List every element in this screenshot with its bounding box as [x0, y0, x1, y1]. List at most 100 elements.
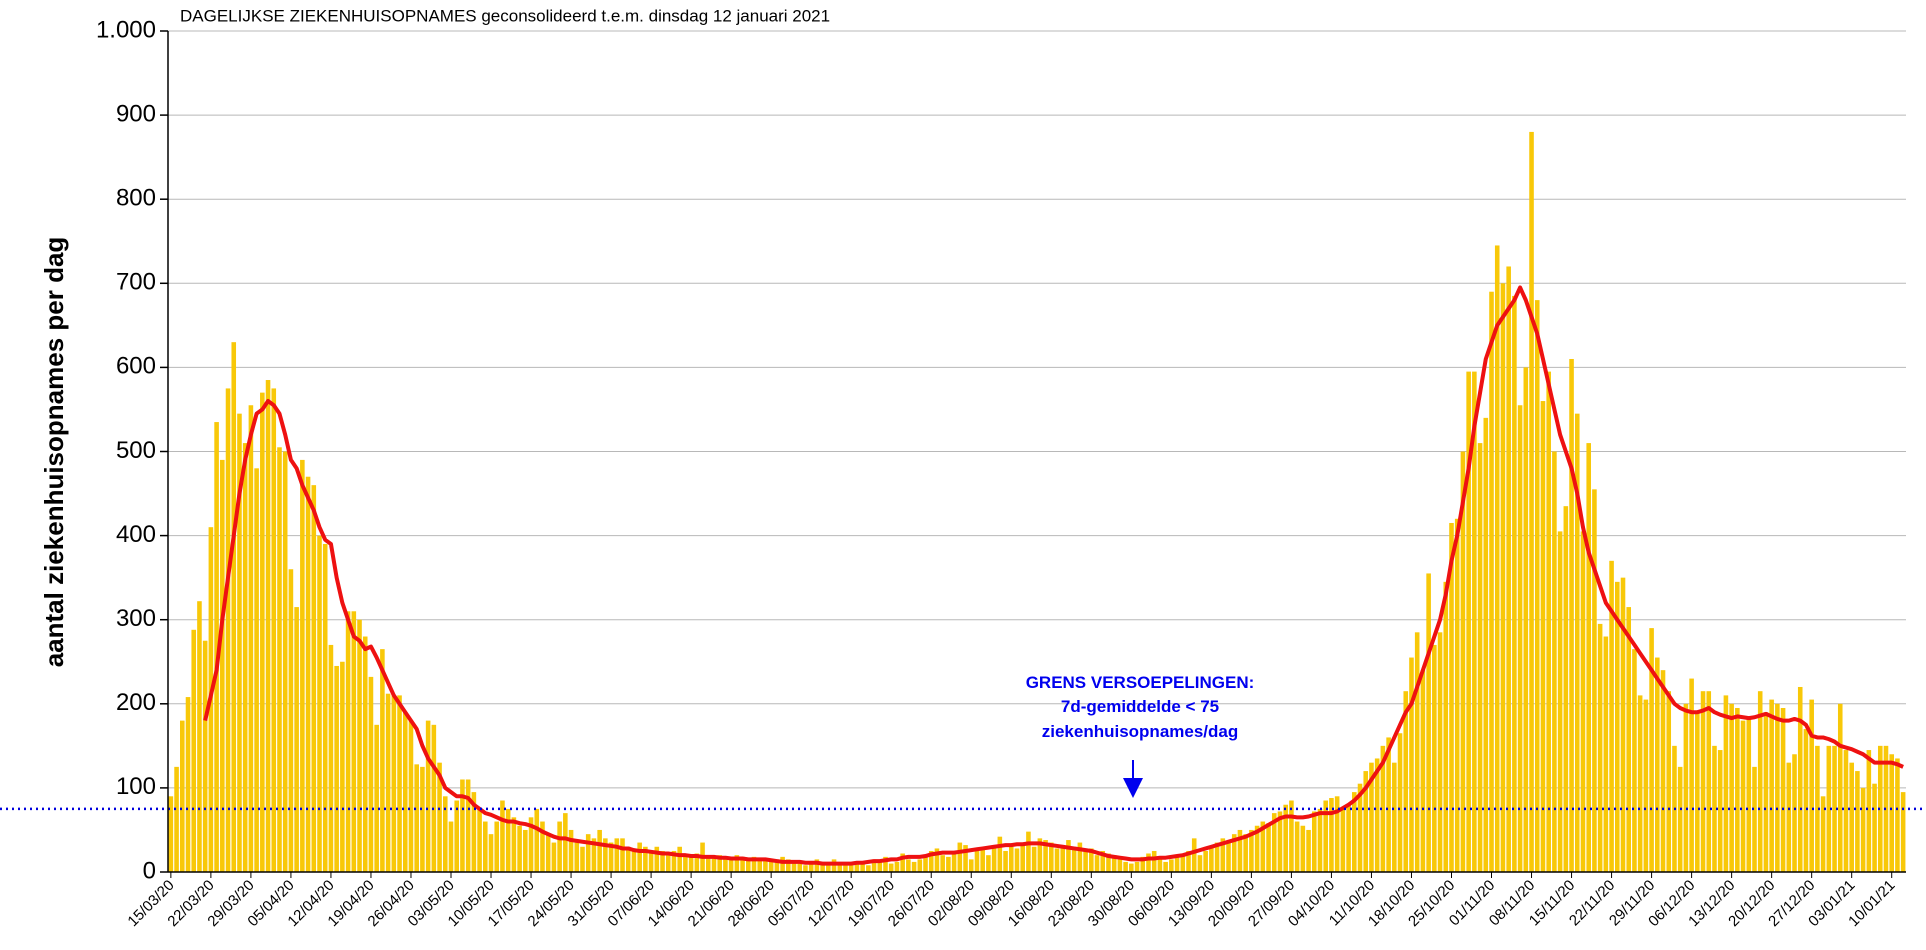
bar [1483, 417, 1489, 872]
bar [968, 859, 974, 872]
bar [1100, 850, 1106, 872]
bar [237, 413, 242, 872]
bar [362, 636, 368, 872]
bar [974, 850, 980, 872]
bar [1815, 745, 1820, 872]
bar [1386, 737, 1391, 872]
bar [1346, 804, 1351, 872]
bar [820, 861, 825, 872]
bar [797, 863, 803, 872]
bar [1249, 829, 1254, 872]
bar [1231, 834, 1237, 872]
bar [1357, 783, 1363, 872]
bar [402, 712, 408, 872]
bar [1586, 443, 1591, 872]
bar [1529, 131, 1534, 873]
bar [1626, 607, 1632, 872]
bar [1706, 691, 1712, 872]
bar [986, 855, 991, 872]
bar [1552, 451, 1557, 872]
bar [1363, 771, 1369, 872]
bar [803, 865, 808, 872]
bar [1512, 295, 1517, 872]
bar [774, 859, 780, 872]
bar [677, 846, 682, 872]
bar [1123, 861, 1128, 872]
bar [1666, 691, 1672, 872]
bar [1506, 266, 1511, 873]
bar [791, 861, 797, 872]
bar [837, 863, 843, 872]
bar [1849, 762, 1854, 872]
bar [1163, 861, 1168, 872]
bar [357, 619, 362, 872]
bar [260, 392, 265, 872]
bar [757, 859, 763, 872]
bar [197, 601, 202, 872]
bar [380, 649, 385, 872]
bar [654, 846, 660, 872]
bar [745, 859, 751, 872]
y-tick-label: 400 [116, 521, 156, 548]
bar [1563, 506, 1569, 872]
bar [694, 853, 700, 872]
bar [1855, 771, 1860, 872]
bar [168, 796, 174, 872]
bar [1071, 846, 1077, 872]
bar [951, 853, 957, 872]
bar [1220, 838, 1226, 872]
bar [340, 661, 345, 872]
chart-title: DAGELIJKSE ZIEKENHUISOPNAMES geconsolide… [180, 6, 830, 25]
bar [946, 856, 951, 872]
bar [1020, 842, 1025, 872]
bar [305, 476, 311, 872]
bar [1140, 856, 1146, 872]
bar [1809, 699, 1814, 872]
bar [277, 447, 282, 872]
bar [597, 829, 602, 872]
bar [1380, 745, 1386, 872]
y-tick-label: 800 [116, 185, 156, 212]
bar [826, 863, 831, 872]
bar [1277, 811, 1283, 872]
bar [488, 834, 494, 872]
bar [1717, 750, 1723, 872]
bar [494, 821, 500, 872]
bar [717, 855, 722, 872]
bar [420, 766, 425, 872]
bar [871, 859, 877, 872]
bar [1289, 800, 1294, 872]
bar [608, 842, 614, 872]
bar [368, 676, 374, 872]
bar [637, 842, 642, 872]
bar [220, 459, 225, 872]
bar [1574, 413, 1580, 872]
bar [643, 846, 648, 872]
bar [1283, 804, 1288, 872]
bar [728, 859, 734, 872]
y-tick-label: 600 [116, 353, 156, 380]
bar [734, 855, 740, 872]
bar [1066, 840, 1071, 872]
bar [1260, 821, 1266, 872]
bar [906, 859, 911, 872]
bar [1763, 712, 1769, 872]
bar [1226, 842, 1231, 872]
bar [665, 855, 671, 872]
bar [1243, 834, 1248, 872]
bar [505, 808, 511, 872]
y-tick-label: 300 [116, 605, 156, 632]
bar [1306, 829, 1311, 872]
bar [1334, 796, 1340, 872]
bar [528, 817, 534, 872]
bar [1489, 291, 1494, 873]
bar [317, 535, 322, 872]
bar [1008, 846, 1014, 872]
bar [1889, 754, 1894, 872]
bar [854, 863, 860, 872]
bar [688, 856, 694, 872]
bar [1129, 863, 1134, 872]
bar [1592, 489, 1597, 872]
bar [1106, 853, 1111, 872]
bar [345, 611, 351, 872]
